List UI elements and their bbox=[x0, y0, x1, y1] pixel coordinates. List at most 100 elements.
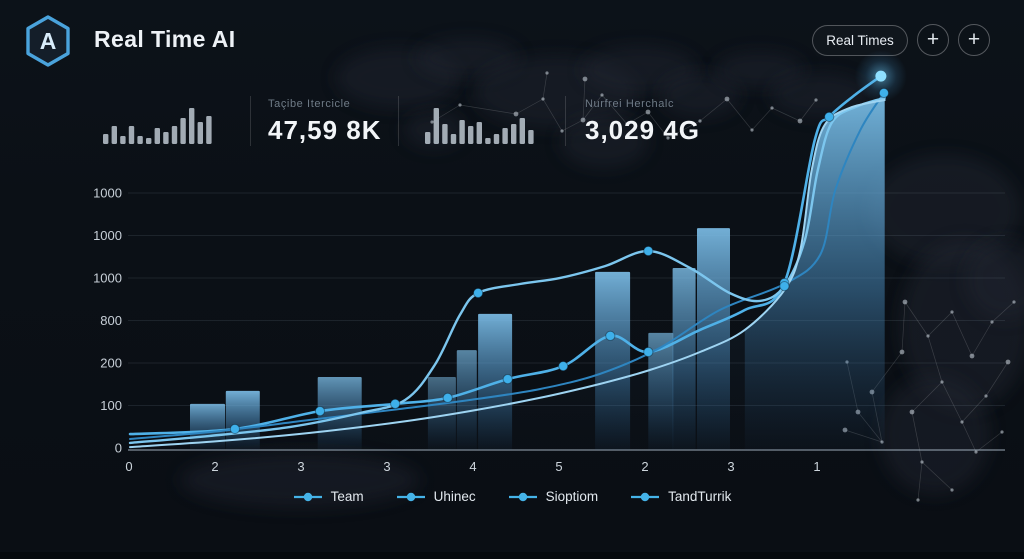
sparkline-bar bbox=[502, 128, 508, 144]
network-line bbox=[921, 461, 953, 491]
app-logo-icon: A bbox=[26, 15, 70, 67]
sparkline-bar bbox=[120, 136, 126, 144]
real-times-button[interactable]: Real Times bbox=[812, 25, 908, 56]
network-dot bbox=[960, 420, 964, 424]
chart-line-tandturrik bbox=[129, 99, 886, 449]
world-map-blob bbox=[870, 155, 1020, 265]
network-dot bbox=[698, 119, 702, 123]
chart-area-main bbox=[744, 100, 885, 450]
network-dot bbox=[580, 117, 586, 123]
divider bbox=[250, 96, 251, 146]
chart-dot bbox=[314, 406, 326, 417]
network-dot bbox=[770, 106, 774, 110]
sparkline-bar bbox=[468, 126, 474, 144]
network-line bbox=[901, 301, 906, 353]
network-line bbox=[985, 361, 1009, 397]
world-map-blob bbox=[660, 73, 740, 117]
sparkline-bar bbox=[459, 120, 465, 144]
network-dot bbox=[600, 93, 604, 97]
world-map-blob bbox=[416, 38, 520, 78]
sparkline-bar bbox=[206, 116, 212, 144]
add-button-1[interactable]: + bbox=[917, 24, 949, 56]
network-line bbox=[542, 98, 563, 132]
legend-marker-icon bbox=[508, 492, 537, 501]
network-dot bbox=[926, 334, 930, 338]
chart-dot bbox=[824, 111, 835, 123]
network-line bbox=[799, 99, 817, 122]
sparkline-bar bbox=[528, 130, 534, 144]
legend-marker-icon bbox=[396, 492, 425, 501]
legend-item-sioptiom[interactable]: Sioptiom bbox=[508, 489, 598, 504]
network-line bbox=[751, 107, 773, 131]
y-axis-label: 0 bbox=[115, 441, 122, 456]
sparkline-bar bbox=[146, 138, 152, 144]
sparkline-bar bbox=[163, 132, 169, 144]
chart-dot bbox=[643, 346, 654, 358]
stat-block-1: Taçibe Itercicle 47,59 8K bbox=[268, 98, 382, 146]
divider bbox=[398, 96, 399, 146]
network-line bbox=[459, 104, 517, 115]
network-line bbox=[911, 411, 923, 463]
page-title: Real Time AI bbox=[94, 26, 236, 52]
network-line bbox=[771, 107, 801, 122]
sparkline-bar bbox=[511, 124, 517, 144]
legend-item-team[interactable]: Team bbox=[293, 489, 364, 504]
sparkline-bar bbox=[433, 108, 439, 144]
network-line bbox=[951, 311, 973, 357]
legend-marker-icon bbox=[293, 492, 322, 501]
chart-dot bbox=[473, 287, 484, 299]
sparkline-bar bbox=[519, 118, 525, 144]
stats-row: Taçibe Itercicle 47,59 8K Nurfrei Hercha… bbox=[0, 92, 1024, 154]
sparkline-bar bbox=[425, 132, 431, 144]
network-line bbox=[911, 381, 943, 413]
sparkline-bar bbox=[442, 124, 448, 144]
header: A Real Time AI Real Times + + bbox=[0, 0, 1024, 80]
sparkline-bar bbox=[137, 136, 143, 144]
y-axis-label: 200 bbox=[100, 356, 122, 371]
legend-item-tandturrik[interactable]: TandTurrik bbox=[630, 489, 731, 504]
chart-area-soft bbox=[130, 100, 885, 450]
stat-label-1: Taçibe Itercicle bbox=[268, 98, 351, 110]
stat-block-2: Nurfrei Herchalc 3,029 4G bbox=[585, 98, 700, 146]
y-axis-label: 1000 bbox=[93, 228, 122, 243]
chart-line-team bbox=[128, 74, 883, 436]
chart-bar bbox=[190, 403, 225, 450]
add-button-2[interactable]: + bbox=[958, 24, 990, 56]
world-map-blob bbox=[880, 375, 990, 495]
network-line bbox=[927, 311, 953, 337]
chart-dot bbox=[878, 87, 890, 99]
chart-dot bbox=[605, 330, 616, 341]
logo-letter: A bbox=[40, 28, 57, 54]
y-axis-label: 1000 bbox=[93, 186, 122, 201]
plus-icon: + bbox=[967, 27, 981, 51]
sparkline-bar bbox=[103, 134, 109, 144]
chart-line-sioptiom bbox=[128, 96, 886, 445]
network-line bbox=[561, 119, 584, 132]
network-line bbox=[975, 431, 1003, 453]
sparkline-bar bbox=[154, 128, 160, 144]
network-line bbox=[726, 98, 753, 131]
legend-item-uhinec[interactable]: Uhinec bbox=[396, 489, 476, 504]
sparkline-bar bbox=[128, 126, 135, 144]
legend-label: Uhinec bbox=[433, 489, 476, 504]
chart-dot bbox=[390, 398, 401, 409]
chart-peak-dot bbox=[875, 70, 887, 82]
network-dot bbox=[797, 118, 803, 124]
stat-label-2: Nurfrei Herchalc bbox=[585, 98, 675, 110]
sparkline-bar bbox=[111, 126, 117, 144]
legend-marker-icon bbox=[631, 492, 660, 501]
network-line bbox=[699, 98, 728, 122]
x-axis-label: 0 bbox=[125, 459, 132, 474]
network-dot bbox=[950, 488, 954, 492]
chart-legend: Team Uhinec Sioptiom TandTurrik bbox=[0, 489, 1024, 504]
network-line bbox=[601, 94, 628, 125]
sparkline-bar bbox=[189, 108, 195, 144]
network-dot bbox=[545, 71, 549, 75]
network-line bbox=[991, 301, 1015, 323]
network-line bbox=[917, 461, 923, 501]
plus-icon: + bbox=[926, 27, 940, 51]
x-axis-label: 2 bbox=[641, 459, 648, 474]
network-line bbox=[927, 335, 943, 383]
network-line bbox=[582, 94, 603, 121]
